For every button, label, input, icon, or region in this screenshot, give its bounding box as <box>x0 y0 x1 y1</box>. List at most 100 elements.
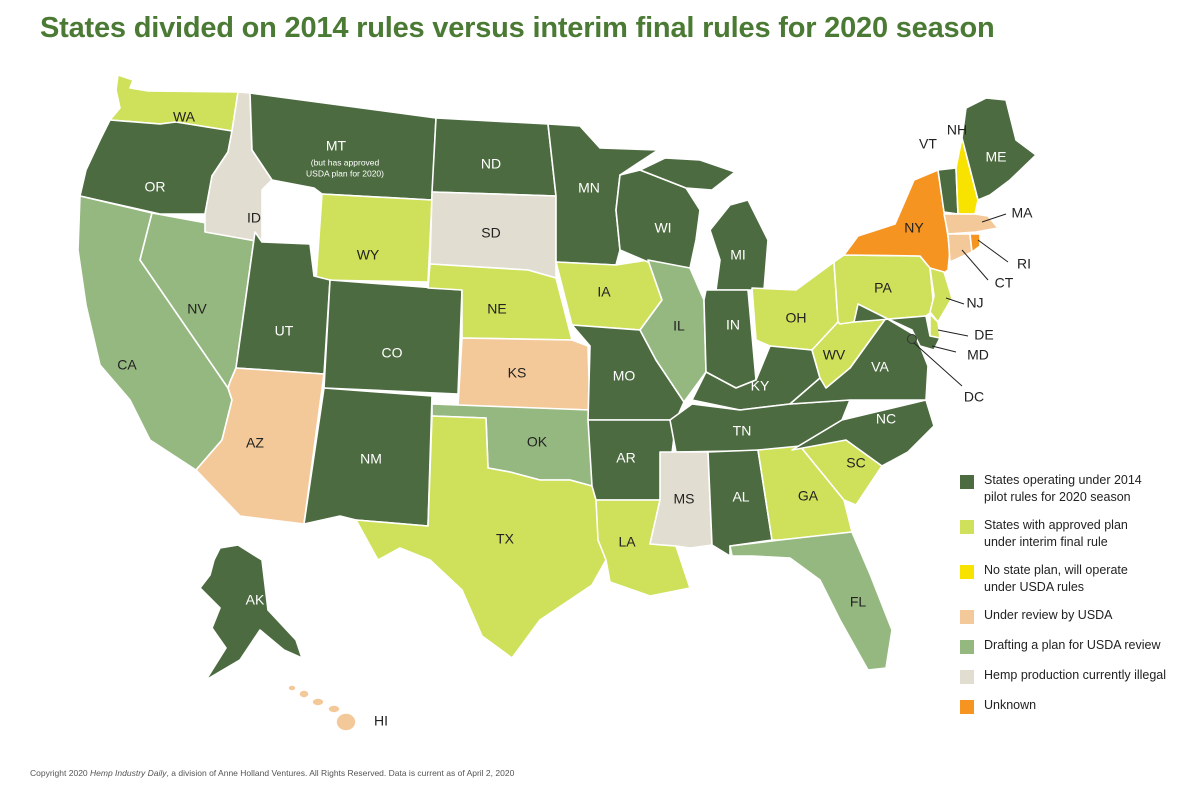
label-SD: SD <box>481 225 500 241</box>
label-TX: TX <box>496 531 515 547</box>
label-WY: WY <box>357 247 380 263</box>
label-ME: ME <box>986 149 1007 165</box>
state-WY[interactable] <box>315 193 433 283</box>
state-MI-UP[interactable] <box>639 157 736 191</box>
label-IN: IN <box>726 317 740 333</box>
state-FL[interactable] <box>729 531 893 671</box>
label-LA: LA <box>618 534 636 550</box>
callout-md <box>931 345 957 353</box>
label-ID: ID <box>247 210 261 226</box>
state-HI-kauai[interactable] <box>298 689 310 699</box>
label-NV: NV <box>187 301 207 317</box>
state-ME[interactable] <box>961 97 1037 201</box>
label-KS: KS <box>508 365 527 381</box>
legend-swatch <box>960 640 974 654</box>
label-UT: UT <box>275 323 294 339</box>
state-CO[interactable] <box>323 279 463 395</box>
label-DC: DC <box>964 389 984 405</box>
label-NH: NH <box>947 122 967 138</box>
label-TN: TN <box>733 423 752 439</box>
state-IL[interactable] <box>639 259 707 403</box>
label-AK: AK <box>246 592 265 608</box>
state-TX[interactable] <box>355 415 607 659</box>
legend-label: Unknown <box>984 698 1037 712</box>
callout-de <box>937 329 969 337</box>
legend-label: No state plan, will operate under USDA r… <box>984 563 1128 594</box>
legend-swatch <box>960 610 974 624</box>
label-NC: NC <box>876 411 896 427</box>
callout-dc <box>913 342 963 387</box>
state-DC[interactable] <box>907 334 917 344</box>
callout-ma <box>981 213 1007 223</box>
legend-item-no-plan-usda: No state plan, will operate under USDA r… <box>960 562 1190 607</box>
state-AK[interactable] <box>199 544 303 681</box>
state-NC[interactable] <box>791 399 935 467</box>
label-OR: OR <box>145 179 166 195</box>
legend-label: States operating under 2014 pilot rules … <box>984 473 1142 504</box>
legend-item-approved-interim: States with approved plan under interim … <box>960 517 1190 562</box>
state-MD[interactable] <box>853 303 941 351</box>
footer-prefix: Copyright 2020 <box>30 768 91 778</box>
label-AL: AL <box>732 489 749 505</box>
state-HI-oahu[interactable] <box>311 697 325 707</box>
state-HI-big-island[interactable] <box>335 712 357 732</box>
callout-ct <box>961 249 989 281</box>
label-MT: MT <box>326 138 347 154</box>
label-GA: GA <box>798 488 819 504</box>
label-MI: MI <box>730 247 746 263</box>
state-HI-niihau[interactable] <box>287 684 297 692</box>
label-NM: NM <box>360 451 382 467</box>
label-RI: RI <box>1017 256 1031 272</box>
legend-swatch <box>960 670 974 684</box>
label-ND: ND <box>481 156 501 172</box>
label-NE: NE <box>487 301 506 317</box>
label-MA: MA <box>1012 205 1034 221</box>
legend-swatch <box>960 520 974 534</box>
label-SC: SC <box>846 455 865 471</box>
legend-label: Hemp production currently illegal <box>984 668 1167 682</box>
legend-item-unknown: Unknown <box>960 697 1190 727</box>
state-MA[interactable] <box>943 213 999 235</box>
label-WA: WA <box>173 109 196 125</box>
legend-swatch <box>960 475 974 489</box>
callout-ri <box>977 239 1009 263</box>
footer-publication: Hemp Industry Daily <box>90 768 167 778</box>
label-VT: VT <box>919 136 937 152</box>
label-AR: AR <box>616 450 635 466</box>
label-NY: NY <box>904 220 924 236</box>
legend-item-pilot-2014: States operating under 2014 pilot rules … <box>960 472 1190 517</box>
label-CT: CT <box>995 275 1014 291</box>
legend-swatch <box>960 700 974 714</box>
state-IN[interactable] <box>703 289 757 389</box>
label-WV: WV <box>823 347 846 363</box>
label-AZ: AZ <box>246 435 264 451</box>
state-AZ[interactable] <box>195 367 325 525</box>
state-NJ[interactable] <box>929 267 953 323</box>
footer-suffix: , a division of Anne Holland Ventures. A… <box>166 768 515 778</box>
legend: States operating under 2014 pilot rules … <box>960 472 1190 727</box>
state-RI[interactable] <box>969 233 981 253</box>
label-CO: CO <box>382 345 403 361</box>
label-IA: IA <box>597 284 611 300</box>
state-HI-group <box>287 684 357 732</box>
callout-nj <box>945 297 965 305</box>
state-HI-maui[interactable] <box>327 704 341 714</box>
label-KY: KY <box>751 378 770 394</box>
legend-item-drafting: Drafting a plan for USDA review <box>960 637 1190 667</box>
label-DE: DE <box>974 327 993 343</box>
map-title: States divided on 2014 rules versus inte… <box>40 12 995 44</box>
label-MT-note-1: (but has approved <box>311 157 380 167</box>
label-PA: PA <box>874 280 892 296</box>
legend-item-under-review: Under review by USDA <box>960 607 1190 637</box>
label-IL: IL <box>673 318 685 334</box>
label-FL: FL <box>850 594 867 610</box>
label-OK: OK <box>527 434 548 450</box>
label-OH: OH <box>786 310 807 326</box>
label-VA: VA <box>871 359 889 375</box>
label-HI: HI <box>374 713 388 729</box>
label-WI: WI <box>654 220 671 236</box>
state-MI[interactable] <box>709 199 769 291</box>
state-NH[interactable] <box>955 137 979 215</box>
label-MO: MO <box>613 368 636 384</box>
